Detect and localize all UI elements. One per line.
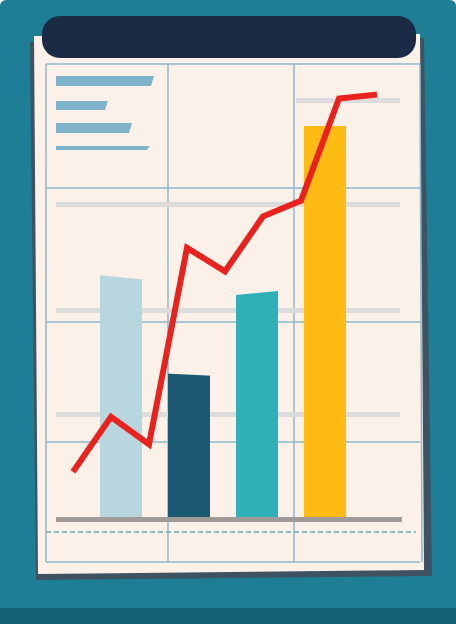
bar-series	[100, 126, 346, 519]
guide-line	[56, 308, 400, 313]
bar	[100, 275, 142, 519]
bar	[168, 373, 210, 519]
bar	[236, 290, 278, 519]
legend-bar	[56, 101, 108, 110]
legend-placeholder-bars	[56, 76, 154, 150]
clipboard-clip-icon	[42, 16, 416, 58]
x-axis-baseline	[56, 517, 402, 522]
guide-line	[56, 202, 400, 207]
board-stand	[0, 608, 456, 624]
legend-bar	[56, 123, 132, 133]
bar	[304, 126, 346, 519]
legend-bar	[56, 146, 150, 150]
legend-bar	[56, 76, 154, 86]
paper-sheet	[34, 34, 424, 574]
trend-line	[70, 91, 378, 474]
grid-vertical-line	[419, 63, 423, 563]
guide-line	[56, 412, 400, 417]
